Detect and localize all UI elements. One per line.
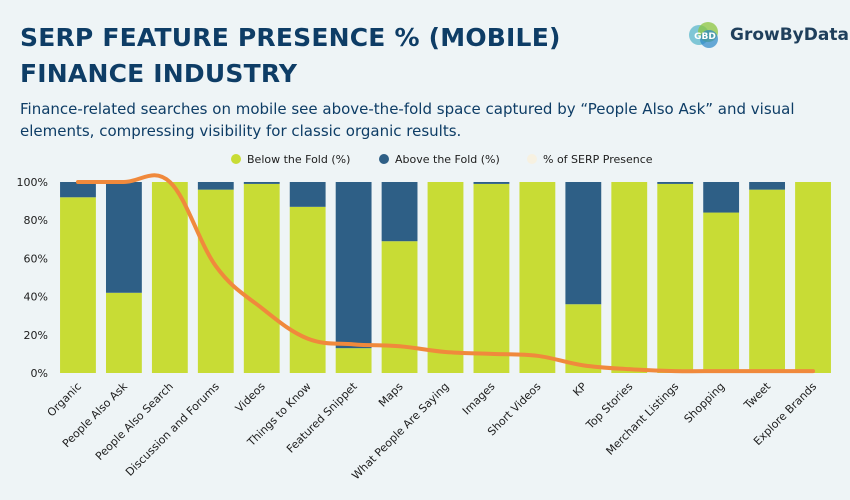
bar-above-fold: [243, 182, 280, 184]
brand-name-part1: GrowBy: [730, 25, 804, 45]
legend-marker-3: [527, 154, 537, 164]
bar-above-fold: [197, 182, 234, 190]
bar-above-fold: [473, 182, 510, 184]
y-tick-label: 100%: [17, 176, 48, 189]
legend-label-1: Below the Fold (%): [247, 153, 350, 166]
brand-logo: GBD GrowByData: [688, 20, 849, 50]
y-tick-label: 0%: [31, 367, 48, 380]
bar-below-fold: [519, 182, 556, 373]
bar-below-fold: [473, 183, 510, 373]
title-line-1: SERP FEATURE PRESENCE % (MOBILE): [20, 23, 561, 52]
chart-title: SERP FEATURE PRESENCE % (MOBILE) FINANCE…: [20, 20, 561, 92]
legend-marker-1: [231, 154, 241, 164]
bar-below-fold: [795, 182, 831, 373]
x-tick-label: Discussion and Forums: [123, 380, 222, 479]
legend-label-3: % of SERP Presence: [543, 153, 653, 166]
x-tick-label: KP: [570, 380, 589, 399]
chart-subtitle: Finance-related searches on mobile see a…: [20, 100, 795, 140]
x-tick-label: People Also Search: [93, 380, 176, 463]
legend-label-2: Above the Fold (%): [395, 153, 500, 166]
bar-above-fold: [105, 182, 142, 293]
brand-name: GrowByData: [730, 25, 849, 45]
x-tick-label: Maps: [376, 380, 406, 410]
x-tick-label: Tweet: [741, 379, 774, 412]
bar-above-fold: [703, 182, 740, 213]
bar-above-fold: [60, 182, 96, 198]
title-line-2: FINANCE INDUSTRY: [20, 59, 298, 88]
bar-below-fold: [335, 348, 372, 373]
bar-above-fold: [335, 182, 372, 349]
bar-above-fold: [657, 182, 694, 184]
bar-below-fold: [289, 206, 326, 373]
bar-above-fold: [565, 182, 602, 305]
bar-below-fold: [60, 197, 96, 373]
x-tick-label: Organic: [45, 380, 84, 419]
bar-below-fold: [105, 292, 142, 373]
bar-below-fold: [427, 182, 464, 373]
y-tick-label: 80%: [24, 214, 48, 227]
brand-name-part2: Data: [803, 25, 849, 45]
x-tick-label: Shopping: [682, 380, 728, 426]
bar-below-fold: [611, 182, 648, 373]
y-tick-label: 60%: [24, 252, 48, 265]
bar-below-fold: [243, 183, 280, 373]
bar-below-fold: [749, 189, 786, 373]
x-tick-label: Videos: [233, 380, 268, 415]
serp-presence-line: [75, 173, 816, 374]
y-tick-label: 40%: [24, 291, 48, 304]
x-tick-label: What People Are Saying: [349, 380, 451, 482]
bar-above-fold: [381, 182, 418, 242]
bar-above-fold: [289, 182, 326, 207]
y-tick-label: 20%: [24, 329, 48, 342]
x-tick-label: Images: [460, 380, 498, 418]
brand-mark-icon: GBD: [689, 22, 718, 48]
brand-mark-text: GBD: [694, 32, 716, 42]
bar-below-fold: [703, 212, 740, 373]
legend-marker-2: [379, 154, 389, 164]
bar-below-fold: [151, 182, 188, 373]
bar-below-fold: [381, 241, 418, 373]
bar-above-fold: [749, 182, 786, 190]
bar-below-fold: [657, 183, 694, 373]
